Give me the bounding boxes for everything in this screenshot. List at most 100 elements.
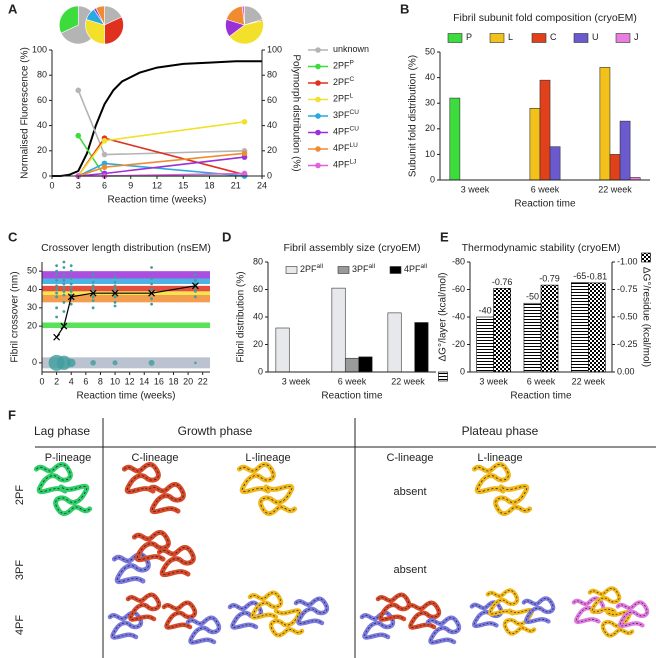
point <box>69 289 73 293</box>
y-axis-title: ΔG°/layer (kcal/mol) <box>438 272 449 361</box>
bar <box>588 282 606 373</box>
point <box>62 289 66 293</box>
y-tick-label: 40 <box>253 311 263 321</box>
y2-tick-label: -0.75 <box>617 284 638 294</box>
x-tick-label: 8 <box>98 376 103 386</box>
row-label: 3PF <box>14 560 26 580</box>
band <box>42 271 210 279</box>
bar <box>331 287 346 373</box>
point <box>55 278 59 282</box>
band <box>42 285 210 292</box>
x-tick-label: 16 <box>154 376 164 386</box>
data-label: -50 <box>526 292 539 302</box>
legend-label: 4PFLU <box>333 142 358 153</box>
legend-swatch <box>615 33 631 43</box>
x-tick-label: 14 <box>139 376 149 386</box>
legend-marker <box>315 146 321 152</box>
point <box>91 295 95 299</box>
y-axis-title: Fibril distribution (%) <box>236 271 247 362</box>
legend-marker <box>315 113 321 119</box>
legend-marker <box>315 63 321 70</box>
point <box>91 273 95 277</box>
legend-swatch <box>447 33 463 43</box>
bar <box>493 288 512 373</box>
legend-label: 2PFP <box>333 60 354 71</box>
x-tick-label: 6 week <box>531 184 560 194</box>
pie-wedge <box>85 18 105 45</box>
mean-marker <box>111 289 119 297</box>
legend-swatch <box>573 33 589 43</box>
y-axis-title: Fibril crossover (nm) <box>10 271 21 362</box>
series-line <box>77 137 245 177</box>
legend-superscript: LJ <box>350 159 357 166</box>
x-axis-title: Reaction time <box>510 391 572 402</box>
legend-name: 2PF <box>300 264 317 274</box>
point <box>150 302 153 306</box>
zero-bubble <box>90 360 96 366</box>
x-tick-label: 12 <box>125 376 135 386</box>
legend-marker <box>315 96 321 103</box>
x-tick-label: 3 week <box>282 376 311 386</box>
phase-label: Growth phase <box>178 424 253 438</box>
y-tick-label: 20 <box>27 321 37 331</box>
point <box>113 280 117 284</box>
panel-f: F Lag phase Growth phase Plateau phase P… <box>8 407 656 658</box>
legend-name: P <box>466 32 472 42</box>
y-tick-label: 50 <box>425 46 435 56</box>
y2-tick-label: 20 <box>267 145 277 155</box>
point <box>150 297 153 301</box>
y2-tick-label: -1.00 <box>617 256 638 266</box>
legend-marker <box>315 129 321 136</box>
data-label: -40 <box>479 305 492 315</box>
legend-name: 4PF <box>404 264 421 274</box>
lineage-label: P-lineage <box>45 452 91 464</box>
y2-axis-title: Polymorph distribution (%) <box>290 54 301 171</box>
point <box>62 282 66 286</box>
legend-label: P <box>466 32 472 42</box>
panel-label: B <box>400 1 409 16</box>
legend-label: 4PFLJ <box>333 159 356 170</box>
legend-label: unknown <box>333 44 369 54</box>
zero-bubble <box>112 360 118 366</box>
structure <box>408 603 439 628</box>
point <box>150 266 153 269</box>
point <box>75 87 82 94</box>
legend-superscript: CU <box>350 109 360 116</box>
panel-label: A <box>8 1 18 16</box>
point <box>150 282 153 286</box>
panel-label: C <box>8 229 18 244</box>
x-tick-label: 3 week <box>461 184 490 194</box>
point <box>55 295 59 299</box>
legend-label: U <box>592 32 599 42</box>
x-tick-label: 22 <box>198 376 208 386</box>
y-tick-label: -80 <box>452 256 465 266</box>
legend-marker <box>315 162 321 169</box>
y2-tick-label: 100 <box>267 44 282 54</box>
structure <box>188 618 219 643</box>
point <box>91 299 95 302</box>
x-tick-label: 0 <box>49 180 54 190</box>
y-tick-label: -40 <box>452 311 465 321</box>
y-tick-label: 40 <box>425 72 435 82</box>
point <box>55 315 59 319</box>
row-label: 4PF <box>14 615 26 635</box>
point <box>113 288 117 291</box>
y2-tick-label: 80 <box>267 70 277 80</box>
point <box>241 119 248 125</box>
bar <box>344 357 360 373</box>
legend-label: 3PFall <box>352 263 376 274</box>
legend-swatch <box>438 371 448 382</box>
legend-superscript: P <box>350 60 354 67</box>
panel-label: D <box>222 229 231 244</box>
data-label: -0.76 <box>492 277 513 287</box>
legend-superscript: all <box>369 263 376 270</box>
lineage-label: L-lineage <box>245 452 290 464</box>
y-tick-label: 30 <box>425 98 435 108</box>
data-label: -0.79 <box>539 273 560 283</box>
lineage-label: C-lineage <box>386 452 433 464</box>
chart-title: Crossover length distribution (nsEM) <box>41 242 211 254</box>
x-tick-label: 4 <box>69 376 74 386</box>
point <box>113 295 117 299</box>
point <box>75 132 82 139</box>
legend-name: unknown <box>333 44 369 54</box>
